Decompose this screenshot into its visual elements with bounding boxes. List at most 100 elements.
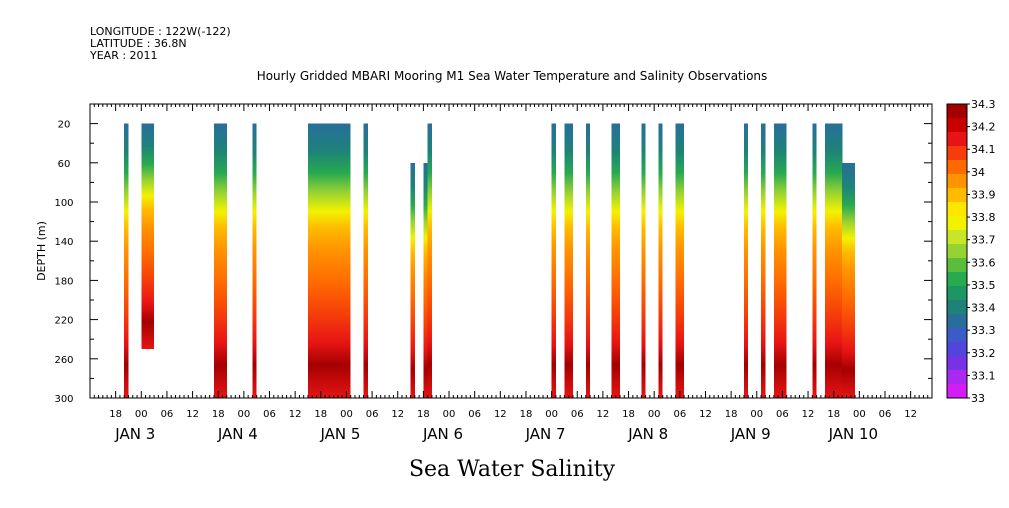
latitude-label: LATITUDE : 36.8N: [90, 37, 187, 50]
y-axis: 20 60 100 140 180 220 260 300: [54, 120, 932, 405]
x-hour-label: 00: [750, 409, 763, 420]
x-hour-label: 18: [417, 409, 430, 420]
x-hour-label: 06: [263, 409, 276, 420]
colorbar-swatch: [947, 132, 967, 147]
colorbar: 34.3 34.2 34.1 34 33.9 33.8 33.7 33.6 33.5 33.4 33…: [946, 98, 996, 405]
data-column-21: [842, 162, 856, 398]
y-tick-label: 60: [58, 159, 71, 170]
x-hour-label: 00: [443, 409, 456, 420]
colorbar-label: 33.9: [971, 188, 996, 201]
x-hour-label: 12: [597, 409, 610, 420]
colorbar-swatch: [947, 188, 967, 203]
x-hour-label: 12: [391, 409, 404, 420]
colorbar-label: 33.6: [971, 256, 996, 269]
x-hour-label: 06: [776, 409, 789, 420]
data-column-20: [825, 123, 843, 398]
footer-title: Sea Water Salinity: [409, 457, 616, 482]
colorbar-swatch: [947, 160, 967, 175]
x-hour-label: 18: [520, 409, 533, 420]
colorbar-swatch: [947, 104, 967, 119]
data-column-8: [427, 123, 432, 398]
colorbar-swatch: [947, 230, 967, 245]
y-tick-label: 20: [58, 120, 71, 131]
colorbar-swatch: [947, 314, 967, 329]
y-tick-label: 100: [54, 198, 73, 209]
data-column-18: [773, 123, 787, 398]
data-column-7: [423, 162, 428, 398]
x-axis: 18 00 06 12 18 00 06 12 18 00 06 12 18 00 06 12 18 00 06 12…: [89, 104, 933, 443]
x-hour-label: 12: [289, 409, 302, 420]
year-label: YEAR : 2011: [89, 49, 158, 62]
colorbar-swatch: [947, 286, 967, 301]
x-hour-label: 00: [853, 409, 866, 420]
colorbar-swatch: [947, 272, 967, 287]
data-column-0: [124, 123, 129, 398]
y-tick-label: 260: [54, 355, 73, 366]
y-tick-label: 140: [54, 237, 73, 248]
colorbar-label: 34.1: [971, 143, 996, 156]
x-hour-label: 12: [699, 409, 712, 420]
data-column-17: [761, 123, 766, 398]
x-hour-label: 06: [673, 409, 686, 420]
x-hour-label: 00: [135, 409, 148, 420]
x-hour-label: 00: [545, 409, 558, 420]
x-hour-label: 00: [648, 409, 661, 420]
y-axis-label: DEPTH (m): [35, 221, 48, 281]
x-hour-label: 18: [622, 409, 635, 420]
x-hour-label: 18: [109, 409, 122, 420]
colorbar-label: 33.3: [971, 324, 996, 337]
colorbar-swatch: [947, 146, 967, 161]
x-day-label: JAN 3: [114, 425, 155, 443]
x-hour-label: 12: [186, 409, 199, 420]
x-hour-label: 18: [212, 409, 225, 420]
x-hour-label: 12: [904, 409, 917, 420]
colorbar-swatch: [947, 342, 967, 357]
colorbar-swatch: [947, 174, 967, 189]
data-column-9: [551, 123, 556, 398]
colorbar-swatch: [947, 384, 967, 399]
data-column-13: [641, 123, 646, 398]
y-tick-label: 300: [54, 394, 73, 405]
x-hour-label: 06: [571, 409, 584, 420]
colorbar-label: 33.1: [971, 369, 996, 382]
x-day-label: JAN 10: [828, 425, 879, 443]
longitude-label: LONGITUDE : 122W(-122): [90, 25, 231, 38]
x-hour-label: 18: [314, 409, 327, 420]
x-hour-label: 06: [366, 409, 379, 420]
data-column-12: [611, 123, 620, 398]
x-hour-label: 06: [161, 409, 174, 420]
colorbar-frame: [946, 103, 968, 399]
colorbar-label: 33: [971, 392, 985, 405]
x-hour-label: 12: [494, 409, 507, 420]
colorbar-swatch: [947, 370, 967, 385]
colorbar-label: 33.7: [971, 234, 996, 247]
colorbar-label: 33.2: [971, 347, 996, 360]
chart-title: Hourly Gridded MBARI Mooring M1 Sea Wate…: [257, 69, 768, 83]
x-hour-label: 12: [802, 409, 815, 420]
x-hour-label: 18: [827, 409, 840, 420]
data-column-1: [141, 123, 155, 349]
plot-data-layer: [124, 123, 856, 398]
x-day-label: JAN 4: [217, 425, 258, 443]
colorbar-label: 34: [971, 166, 985, 179]
data-column-16: [743, 123, 749, 398]
x-day-label: JAN 9: [730, 425, 771, 443]
colorbar-label: 34.2: [971, 121, 996, 134]
x-day-label: JAN 7: [525, 425, 566, 443]
colorbar-swatch: [947, 216, 967, 231]
colorbar-swatch: [947, 118, 967, 133]
data-column-5: [363, 123, 368, 398]
x-hour-label: 18: [725, 409, 738, 420]
data-column-4: [307, 123, 351, 398]
colorbar-swatch: [947, 258, 967, 273]
data-column-14: [658, 123, 663, 398]
colorbar-swatch: [947, 356, 967, 371]
colorbar-label: 33.5: [971, 279, 996, 292]
x-day-label: JAN 6: [422, 425, 463, 443]
x-hour-label: 00: [340, 409, 353, 420]
y-tick-label: 180: [54, 276, 73, 287]
x-hour-label: 06: [879, 409, 892, 420]
x-day-label: JAN 5: [319, 425, 360, 443]
